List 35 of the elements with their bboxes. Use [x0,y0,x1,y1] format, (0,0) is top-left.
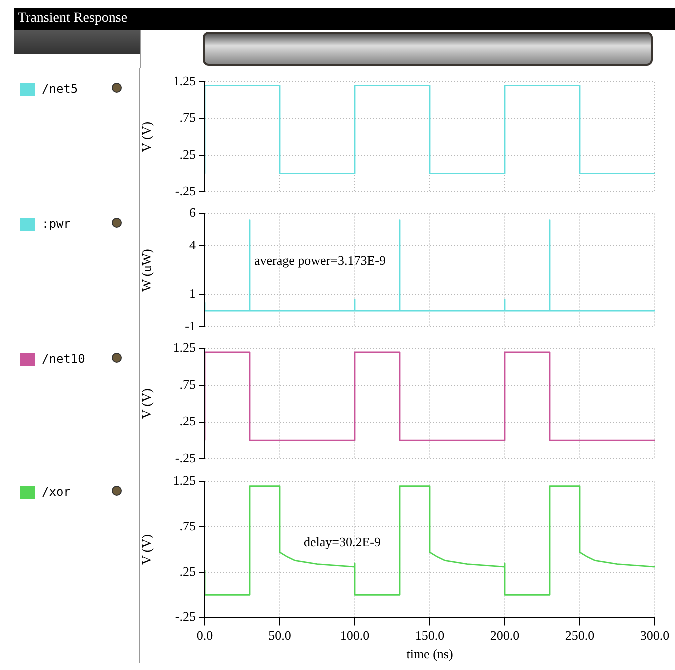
y-tick-label: .75 [180,376,196,392]
x-tick-label: 300.0 [640,628,670,644]
legend-label: /net5 [42,82,78,96]
legend-label: /xor [42,485,71,499]
y-tick-label: .75 [180,518,196,534]
y-axis-title: W (uW) [139,249,154,292]
legend-label: /net10 [42,352,86,366]
y-axis-title: V (V) [139,122,154,152]
annotation: delay=30.2E-9 [304,534,382,550]
x-tick-label: 250.0 [565,628,595,644]
x-tick-label: 50.0 [268,628,292,644]
y-tick-label: 1.25 [173,73,196,88]
y-tick-label: .25 [180,564,196,579]
y-tick-label: 1 [190,286,196,302]
y-tick-label: -1 [185,318,196,334]
y-tick-label: 6 [190,205,196,220]
y-axis-title: V (V) [139,388,154,420]
y-tick-label: .75 [180,110,196,126]
y-axis-title: V (V) [139,534,154,566]
x-tick-label: 200.0 [490,628,520,644]
y-tick-label: -.25 [175,450,196,466]
y-tick-label: .25 [180,414,196,429]
y-tick-label: 1.25 [173,473,196,488]
x-tick-label: 100.0 [340,628,370,644]
text: Transient Response [14,8,675,30]
x-tick-label: 150.0 [415,628,445,644]
legend-label: :pwr [42,217,71,231]
y-tick-label: 4 [190,238,196,253]
y-tick-label: -.25 [175,609,196,624]
y-tick-label: 1.25 [173,340,196,356]
annotation: average power=3.173E-9 [254,252,386,268]
x-tick-label: 0.0 [196,628,214,644]
y-tick-label: -.25 [175,184,196,199]
x-axis-title: time (ns) [406,646,454,662]
y-tick-label: .25 [180,146,196,162]
